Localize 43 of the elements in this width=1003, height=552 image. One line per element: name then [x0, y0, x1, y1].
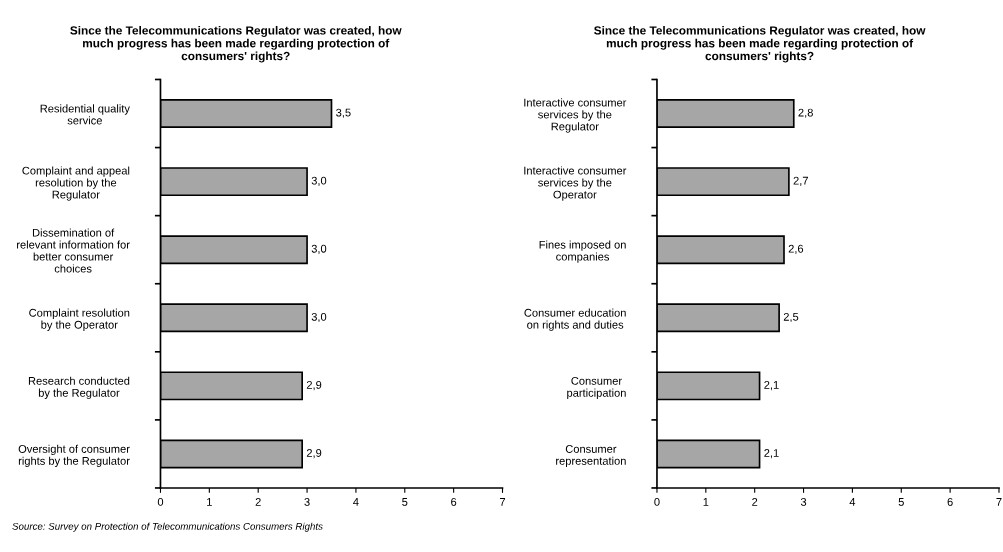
x-tick-label: 7	[499, 498, 506, 506]
data-label: 2,8	[798, 108, 813, 118]
y-tick-label: Research conducted by the Regulator	[28, 376, 130, 399]
y-tick-label: Consumer representation	[556, 445, 626, 468]
data-label: 2,7	[793, 176, 808, 186]
data-label: 2,9	[306, 449, 322, 459]
source-note: Source: Survey on Protection of Telecommunications Consumers Rights	[12, 522, 323, 532]
x-tick-label: 0	[654, 497, 660, 506]
x-tick-label: 4	[849, 498, 856, 506]
data-label: 3,0	[311, 312, 327, 323]
data-label: 3,0	[311, 244, 327, 254]
chart-title: Since the Telecommunications Regulator was created, how much progress has been made regarding protection of consumers' rights?	[70, 25, 402, 63]
data-label: 3,0	[311, 176, 327, 186]
y-tick-label: Complaint resolution by the Operator	[29, 308, 130, 331]
y-tick-label: Fines imposed on companies	[539, 240, 626, 263]
y-tick-label: Interactive consumer services by the Regulator	[524, 98, 627, 133]
x-tick-label: 6	[451, 497, 457, 506]
x-tick-label: 5	[402, 498, 408, 506]
chart-title: Since the Telecommunications Regulator was created, how much progress has been made regarding protection of consumers' rights?	[594, 25, 926, 63]
y-tick-label: Consumer participation	[567, 376, 626, 399]
data-label: 3,5	[336, 108, 351, 118]
y-tick-label: Residential quality service	[40, 104, 130, 125]
x-tick-label: 2	[255, 497, 261, 506]
x-tick-label: 3	[800, 497, 807, 506]
x-tick-label: 4	[353, 498, 359, 506]
y-tick-label: Consumer education on rights and duties	[524, 308, 626, 331]
y-tick-label: Complaint and appeal resolution by the Regulator	[22, 166, 130, 201]
y-tick-label: Dissemination of relevant information for better consumer choices	[17, 228, 130, 273]
x-tick-label: 2	[752, 497, 758, 506]
x-tick-label: 0	[157, 497, 164, 506]
data-label: 2,1	[764, 380, 779, 391]
x-tick-label: 1	[703, 498, 709, 506]
y-tick-label: Interactive consumer services by the Operator	[524, 166, 627, 201]
y-tick-label: Oversight of consumer rights by the Regulator	[18, 444, 130, 468]
x-tick-label: 1	[207, 498, 212, 506]
data-label: 2,5	[783, 312, 799, 323]
x-tick-label: 6	[947, 497, 953, 506]
data-label: 2,1	[764, 449, 779, 459]
x-tick-label: 5	[898, 498, 904, 506]
data-label: 2,6	[788, 244, 804, 254]
x-tick-label: 7	[996, 498, 1002, 506]
x-tick-label: 3	[304, 497, 310, 506]
data-label: 2,9	[306, 380, 322, 391]
